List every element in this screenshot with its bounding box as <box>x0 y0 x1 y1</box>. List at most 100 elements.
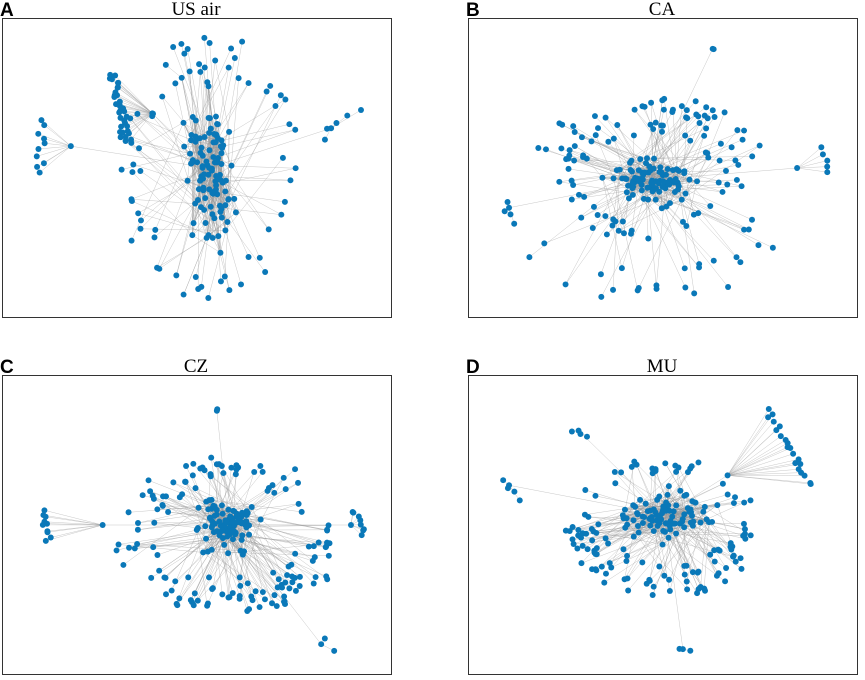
edge <box>232 518 278 588</box>
node <box>188 137 195 144</box>
node <box>578 214 585 221</box>
edge <box>215 123 290 143</box>
node <box>639 103 646 110</box>
node <box>666 576 673 583</box>
node <box>235 75 242 82</box>
node <box>665 502 672 509</box>
node <box>159 502 166 509</box>
edge <box>162 96 207 238</box>
node <box>282 486 289 493</box>
node <box>733 176 740 183</box>
node <box>790 450 797 457</box>
edge <box>634 109 679 172</box>
edge <box>165 64 182 78</box>
node <box>651 155 658 162</box>
node <box>295 479 302 486</box>
node <box>556 120 563 127</box>
node <box>755 242 762 249</box>
node <box>245 254 252 260</box>
node <box>219 591 226 598</box>
edge <box>678 186 695 294</box>
node <box>196 61 203 68</box>
node <box>197 149 204 156</box>
node <box>232 471 239 478</box>
edge <box>191 67 229 136</box>
node <box>262 269 269 275</box>
node <box>595 125 602 132</box>
node <box>696 120 703 126</box>
node <box>275 576 282 583</box>
node <box>226 528 233 535</box>
edge <box>137 113 192 164</box>
node <box>128 237 135 244</box>
edge <box>228 78 239 200</box>
node <box>180 291 187 298</box>
node <box>207 125 214 132</box>
node <box>797 461 804 467</box>
node <box>279 154 286 161</box>
node <box>681 511 688 518</box>
node <box>292 165 299 172</box>
node <box>682 284 689 291</box>
node <box>672 178 679 184</box>
node <box>511 488 518 495</box>
node <box>749 216 755 223</box>
edge <box>643 198 686 288</box>
node <box>47 534 54 541</box>
node <box>321 136 328 143</box>
node <box>673 530 680 537</box>
node <box>185 574 192 581</box>
node <box>201 64 208 71</box>
edge <box>36 145 71 157</box>
panel-b: B CA <box>466 0 858 320</box>
edge <box>559 181 627 193</box>
node <box>212 57 219 64</box>
node <box>619 218 626 225</box>
panel-title: CA <box>648 0 676 20</box>
node <box>741 127 748 134</box>
edge <box>219 99 286 206</box>
node <box>659 128 665 135</box>
node <box>126 544 133 551</box>
node <box>638 187 645 194</box>
node <box>218 150 225 157</box>
node <box>681 571 688 578</box>
node <box>224 219 231 226</box>
edge <box>675 118 708 179</box>
node <box>684 586 691 593</box>
node <box>563 156 570 163</box>
node <box>238 281 244 288</box>
node <box>710 46 717 53</box>
edge <box>208 60 216 119</box>
node <box>173 272 180 279</box>
node <box>217 176 224 183</box>
edge <box>595 134 614 179</box>
node <box>652 196 659 203</box>
node <box>237 547 244 554</box>
node <box>588 525 595 532</box>
node <box>807 481 814 488</box>
node <box>257 516 264 523</box>
edge <box>797 167 828 173</box>
node <box>269 600 275 607</box>
node <box>315 539 322 546</box>
network-graph <box>468 375 858 675</box>
node <box>719 188 726 195</box>
node <box>190 460 197 467</box>
node <box>504 198 511 205</box>
node <box>667 517 674 524</box>
node <box>584 433 590 440</box>
node <box>149 492 156 499</box>
node <box>599 174 606 181</box>
node <box>630 517 637 524</box>
edges <box>42 409 364 652</box>
node <box>657 164 664 171</box>
node <box>721 109 728 116</box>
node <box>277 92 284 99</box>
node <box>635 167 642 174</box>
node <box>244 509 251 516</box>
node <box>649 181 656 188</box>
node <box>737 555 744 562</box>
edge <box>727 475 811 485</box>
node <box>652 185 659 192</box>
